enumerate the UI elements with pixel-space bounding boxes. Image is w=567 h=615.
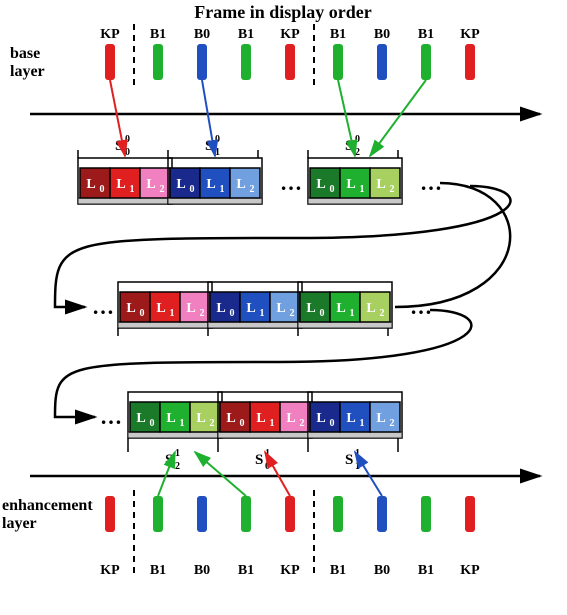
svg-text:B1: B1 [418, 563, 434, 578]
svg-text:KP: KP [100, 563, 120, 578]
svg-text:B1: B1 [238, 27, 254, 42]
svg-text:KP: KP [460, 563, 480, 578]
svg-text:B1: B1 [150, 27, 166, 42]
svg-text:KP: KP [100, 27, 120, 42]
svg-text:base: base [10, 45, 40, 62]
svg-text:0: 0 [125, 134, 130, 145]
svg-text:2: 2 [175, 461, 180, 472]
svg-text:L: L [306, 301, 315, 316]
svg-text:layer: layer [2, 515, 37, 532]
svg-text:0: 0 [140, 308, 145, 319]
svg-text:L: L [276, 301, 285, 316]
svg-text:L: L [316, 177, 325, 192]
svg-text:0: 0 [355, 134, 360, 145]
svg-text:1: 1 [360, 418, 365, 429]
svg-text:B0: B0 [194, 27, 210, 42]
svg-text:L: L [136, 411, 145, 426]
svg-text:L: L [346, 411, 355, 426]
svg-text:1: 1 [170, 308, 175, 319]
svg-text:KP: KP [280, 563, 300, 578]
svg-text:2: 2 [300, 418, 305, 429]
svg-text:L: L [366, 301, 375, 316]
svg-text:L: L [176, 177, 185, 192]
svg-text:B0: B0 [194, 563, 210, 578]
svg-text:0: 0 [215, 134, 220, 145]
svg-text:L: L [376, 177, 385, 192]
svg-text:B1: B1 [330, 563, 346, 578]
svg-text:enhancement: enhancement [2, 497, 93, 514]
svg-text:2: 2 [250, 184, 255, 195]
svg-text:S: S [255, 452, 263, 468]
diagram-svg: Frame in display order KP B1 B0 B1 KP B1 B0 B1 KP… [0, 0, 567, 615]
svg-text:L: L [256, 411, 265, 426]
svg-text:1: 1 [355, 461, 360, 472]
svg-text:1: 1 [175, 448, 180, 459]
svg-text:B1: B1 [150, 563, 166, 578]
svg-text:L: L [196, 411, 205, 426]
svg-text:0: 0 [330, 184, 335, 195]
svg-text:layer: layer [10, 63, 45, 80]
svg-text:L: L [126, 301, 135, 316]
svg-text:1: 1 [260, 308, 265, 319]
svg-text:L: L [216, 301, 225, 316]
svg-text:1: 1 [360, 184, 365, 195]
svg-text:L: L [346, 177, 355, 192]
svg-text:B0: B0 [374, 563, 390, 578]
svg-text:B1: B1 [238, 563, 254, 578]
svg-text:0: 0 [230, 308, 235, 319]
svg-text:L: L [166, 411, 175, 426]
svg-text:B1: B1 [330, 27, 346, 42]
svg-text:2: 2 [160, 184, 165, 195]
svg-text:L: L [286, 411, 295, 426]
svg-text:L: L [336, 301, 345, 316]
svg-text:1: 1 [180, 418, 185, 429]
svg-text:0: 0 [150, 418, 155, 429]
svg-text:2: 2 [210, 418, 215, 429]
svg-text:L: L [236, 177, 245, 192]
svg-text:S: S [345, 452, 353, 468]
svg-text:L: L [146, 177, 155, 192]
svg-text:L: L [156, 301, 165, 316]
svg-text:…: … [280, 170, 302, 195]
svg-text:…: … [420, 170, 442, 195]
svg-text:2: 2 [290, 308, 295, 319]
svg-text:0: 0 [265, 461, 270, 472]
svg-text:L: L [206, 177, 215, 192]
svg-text:1: 1 [215, 147, 220, 158]
svg-text:B0: B0 [374, 27, 390, 42]
svg-text:0: 0 [330, 418, 335, 429]
svg-text:L: L [186, 301, 195, 316]
svg-text:Frame in display order: Frame in display order [194, 2, 372, 22]
svg-text:1: 1 [270, 418, 275, 429]
svg-text:2: 2 [200, 308, 205, 319]
svg-text:L: L [316, 411, 325, 426]
svg-text:…: … [410, 294, 432, 319]
svg-text:1: 1 [350, 308, 355, 319]
svg-text:L: L [226, 411, 235, 426]
svg-text:2: 2 [355, 147, 360, 158]
svg-text:2: 2 [390, 184, 395, 195]
svg-text:L: L [376, 411, 385, 426]
svg-text:L: L [86, 177, 95, 192]
svg-text:0: 0 [190, 184, 195, 195]
svg-text:KP: KP [280, 27, 300, 42]
svg-text:KP: KP [460, 27, 480, 42]
svg-text:0: 0 [125, 147, 130, 158]
svg-text:2: 2 [380, 308, 385, 319]
svg-text:B1: B1 [418, 27, 434, 42]
svg-text:…: … [92, 294, 114, 319]
svg-text:0: 0 [240, 418, 245, 429]
svg-text:…: … [100, 404, 122, 429]
svg-text:0: 0 [100, 184, 105, 195]
svg-text:L: L [246, 301, 255, 316]
svg-text:1: 1 [130, 184, 135, 195]
svg-text:2: 2 [390, 418, 395, 429]
svg-text:1: 1 [220, 184, 225, 195]
svg-text:0: 0 [320, 308, 325, 319]
svg-text:L: L [116, 177, 125, 192]
